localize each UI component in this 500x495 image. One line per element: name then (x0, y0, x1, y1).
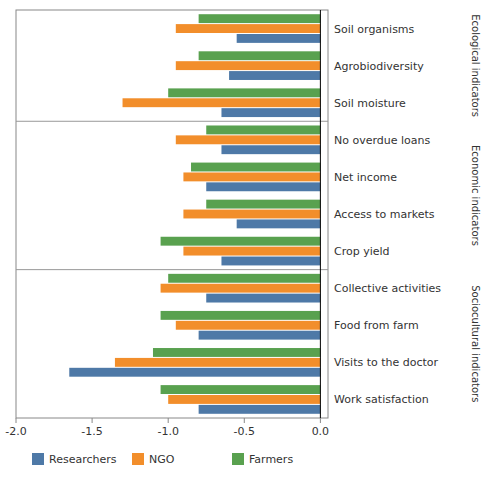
legend-label: NGO (149, 453, 175, 466)
legend-swatch (32, 453, 44, 465)
legend-swatch (132, 453, 144, 465)
bar (183, 172, 320, 181)
legend-label: Farmers (249, 453, 293, 466)
bar (153, 348, 320, 357)
bar (161, 237, 321, 246)
y-tick-label: Agrobiodiversity (334, 60, 424, 73)
x-tick-label: -1.0 (157, 425, 178, 438)
bars (69, 14, 320, 414)
bar (123, 98, 321, 107)
zero-line (320, 10, 321, 418)
bar (221, 108, 320, 117)
bar (69, 368, 320, 377)
bar (176, 61, 321, 70)
y-tick-label: Work satisfaction (334, 393, 429, 406)
bar (168, 88, 320, 97)
y-tick-label: Visits to the doctor (334, 356, 439, 369)
x-tick (16, 418, 17, 423)
y-tick-label: Soil moisture (334, 97, 406, 110)
bar (183, 210, 320, 219)
bar (161, 311, 321, 320)
y-tick-label: Collective activities (334, 282, 441, 295)
y-tick-label: Soil organisms (334, 23, 415, 36)
group-separator (16, 121, 328, 122)
bar (168, 274, 320, 283)
x-tick (244, 418, 245, 423)
y-tick-label: No overdue loans (334, 134, 431, 147)
x-tick (92, 418, 93, 423)
x-tick-label: -1.5 (81, 425, 102, 438)
bar (221, 145, 320, 154)
legend-swatch (232, 453, 244, 465)
legend: Researchers NGO Farmers (32, 453, 293, 466)
bar (206, 182, 320, 191)
group-label: Ecological indicators (470, 14, 481, 117)
bar (176, 24, 321, 33)
bar (237, 34, 321, 43)
bar (221, 257, 320, 266)
plot-frame (16, 10, 328, 418)
x-tick (320, 418, 321, 423)
bar (199, 405, 321, 414)
group-label: Sociocultural indicators (470, 285, 481, 402)
group-label: Economic indicators (470, 145, 481, 246)
x-tick-label: -0.5 (234, 425, 255, 438)
chart: -2.0 -1.5 -1.0 -0.5 0.0 Soil organisms Agrobio… (0, 0, 500, 495)
bar (206, 200, 320, 209)
bar (183, 247, 320, 256)
bar (199, 51, 321, 60)
y-tick-label: Crop yield (334, 245, 390, 258)
bar (161, 284, 321, 293)
bar (237, 219, 321, 228)
y-tick-label: Net income (334, 171, 397, 184)
x-tick (168, 418, 169, 423)
bar (199, 14, 321, 23)
bar (176, 321, 321, 330)
x-tick-label: -2.0 (5, 425, 26, 438)
bar (199, 331, 321, 340)
group-separator (16, 269, 328, 270)
bar (191, 163, 320, 172)
y-tick-label: Food from farm (334, 319, 419, 332)
bar (206, 294, 320, 303)
bar (229, 71, 320, 80)
y-tick-label: Access to markets (334, 208, 435, 221)
x-tick-label: 0.0 (312, 425, 330, 438)
legend-label: Researchers (49, 453, 117, 466)
bar (161, 385, 321, 394)
bar (206, 125, 320, 134)
bar (168, 395, 320, 404)
bar (115, 358, 320, 367)
bar (176, 135, 321, 144)
